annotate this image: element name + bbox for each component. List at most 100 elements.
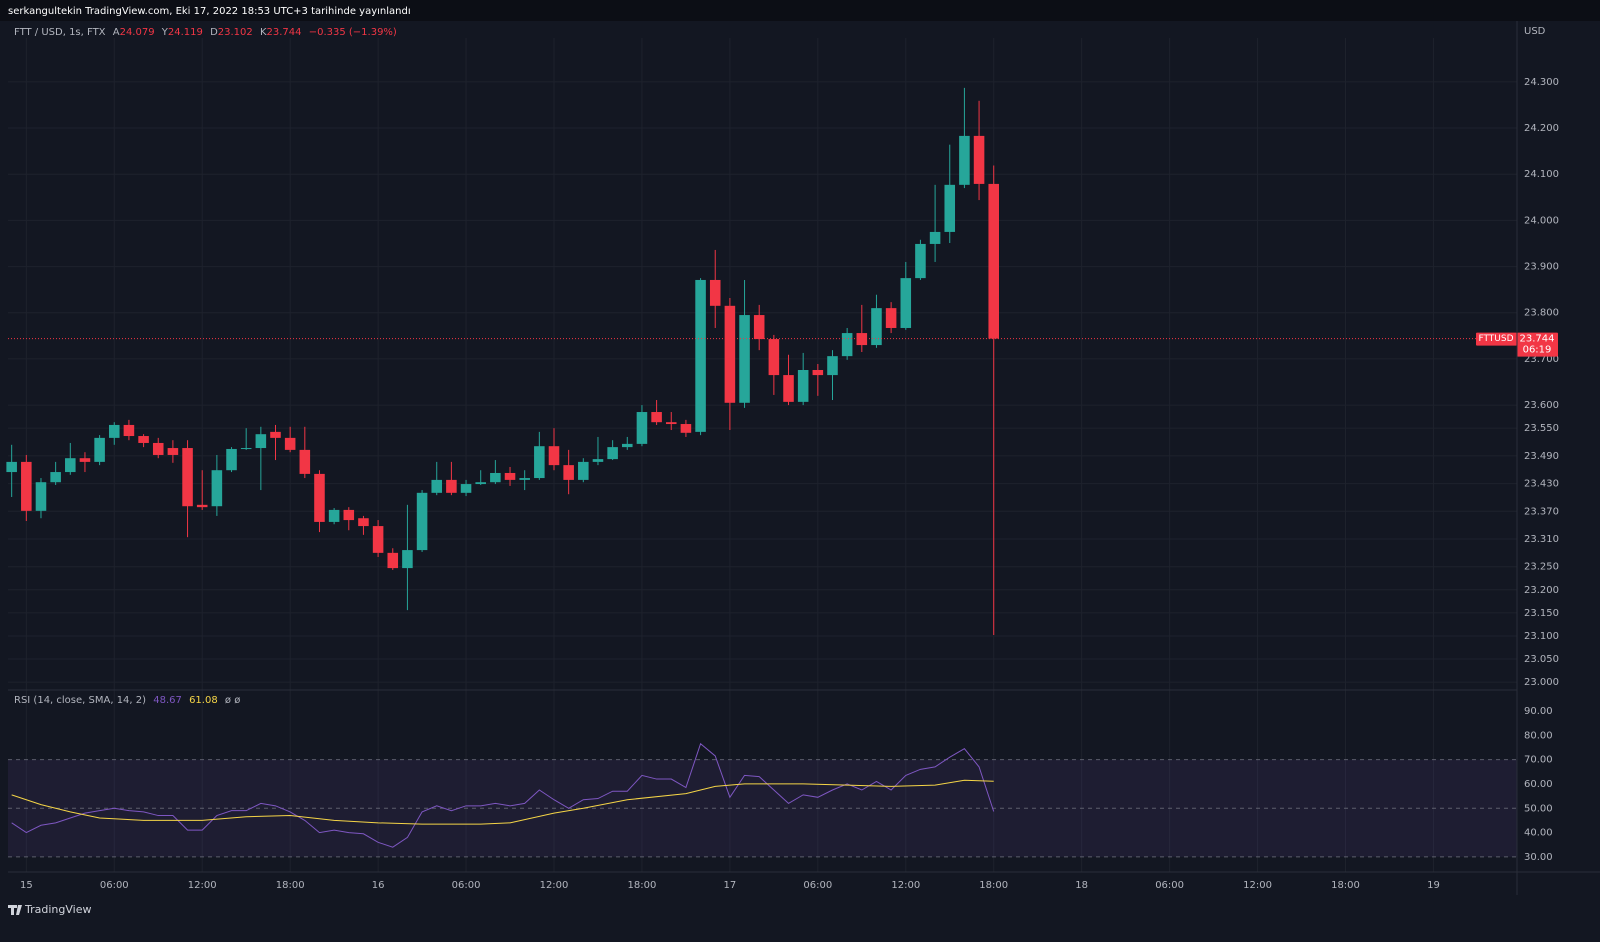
candle-body [35,482,47,511]
candle-body [182,448,193,507]
candle-body [299,449,311,474]
candle-body [196,504,208,508]
ohlc-key: A [113,27,120,38]
y-tick-label: 23.800 [1524,308,1559,319]
candle-body [797,370,809,402]
candle-body [255,434,267,449]
footer-bar [0,896,1600,942]
ohlc-key: Y [161,27,169,38]
rsi-sma-value: 61.08 [189,695,218,706]
ohlc-key: D [210,27,218,38]
symbol-tag [1476,332,1517,346]
x-tick-label: 12:00 [1243,880,1272,891]
change: −0.335 (−1.39%) [309,27,397,38]
rsi-line [11,742,995,848]
candle-body [856,333,868,346]
y-tick-label: 23.200 [1524,585,1559,596]
y-tick-label: 90.00 [1524,706,1553,717]
y-tick-label: 23.050 [1524,654,1559,665]
y-tick-label: 40.00 [1524,828,1553,839]
candle-body [636,412,648,444]
candle-body [812,370,824,376]
y-tick-label: 23.310 [1524,534,1559,545]
price-tag-text: 23.744 [1520,334,1555,345]
candle-body [900,278,912,328]
ohlc-key: K [260,27,267,38]
candle-body [548,446,560,466]
candle-body [709,279,721,306]
y-tick-label: 23.150 [1524,608,1559,619]
candle-body [490,472,501,483]
candle-body [21,461,32,511]
candle-body [270,431,281,438]
candle-body [65,458,76,473]
candle-body [622,443,633,448]
candle-body [504,472,516,480]
y-tick-label: 80.00 [1524,730,1553,741]
x-tick-label: 18:00 [628,880,657,891]
price-tag [1517,332,1558,357]
y-tick-label: 23.550 [1524,423,1559,434]
x-tick-label: 16 [372,880,385,891]
ohlc-value: 23.102 [218,27,253,38]
x-tick-label: 12:00 [540,880,569,891]
y-tick-label: 23.250 [1524,562,1559,573]
candle-body [50,472,61,483]
candle-body [328,509,340,522]
x-tick-label: 06:00 [100,880,129,891]
x-tick-label: 15 [20,880,33,891]
y-tick-label: 23.000 [1524,677,1559,688]
x-tick-label: 12:00 [188,880,217,891]
candle-body [358,518,369,527]
candle-body [841,333,853,357]
x-tick-label: 06:00 [1155,880,1184,891]
y-tick-label: 23.900 [1524,262,1559,273]
countdown-text: 06:19 [1523,345,1552,356]
publisher-line: serkangultekin TradingView.com, Eki 17, … [8,6,411,17]
candle-body [108,424,120,438]
candle-body [387,552,399,569]
candle-body [592,459,604,462]
candle-body [402,550,413,569]
rsi-extras: ø ø [225,695,240,706]
y-tick-label: 60.00 [1524,779,1553,790]
candle-body [314,473,325,522]
candle-body [929,231,941,244]
ohlc-value: 24.079 [120,27,155,38]
candle-body [827,356,838,376]
x-tick-label: 18:00 [979,880,1008,891]
candle-body [475,482,486,485]
ohlc-value: 24.119 [168,27,203,38]
y-tick-label: 24.200 [1524,123,1559,134]
y-tick-label: 23.490 [1524,451,1559,462]
candle-body [240,448,252,450]
candle-body [94,437,105,462]
y-tick-label: 23.430 [1524,479,1559,490]
brand-logo [8,905,22,915]
y-tick-label: 23.600 [1524,400,1559,411]
x-tick-label: 18 [1075,880,1088,891]
candle-body [6,461,17,473]
ohlc-value: 23.744 [267,27,302,38]
y-tick-label: 23.100 [1524,631,1559,642]
y-tick-label: 30.00 [1524,852,1553,863]
candle-body [959,135,970,185]
candle-body [460,484,472,493]
candle-body [284,437,296,450]
candle-body [885,308,897,328]
y-tick-label: 23.700 [1524,354,1559,365]
candle-body [739,315,750,403]
candle-body [680,424,692,433]
rsi-legend: RSI (14, close, SMA, 14, 2) 48.67 61.08 … [14,695,240,706]
y-tick-label: 70.00 [1524,755,1553,766]
candle-body [724,305,736,403]
brand-name: TradingView [24,903,91,916]
candle-body [519,478,530,480]
candle-body [915,243,926,279]
rsi-title: RSI (14, close, SMA, 14, 2) [14,695,146,706]
candle-body [783,375,794,402]
y-tick-label: 50.00 [1524,803,1553,814]
x-tick-label: 12:00 [891,880,920,891]
